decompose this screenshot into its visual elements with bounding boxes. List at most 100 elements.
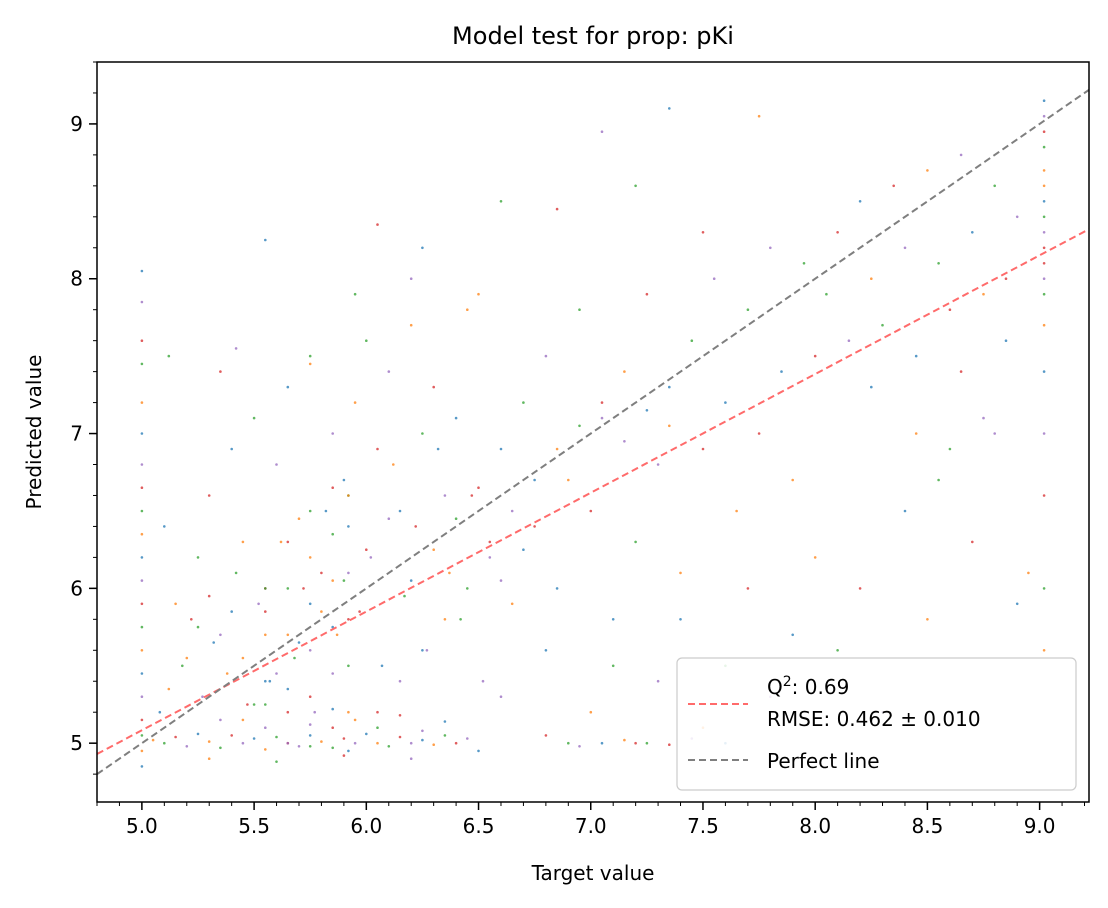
scatter-point (600, 416, 604, 420)
y-tick-label: 8 (70, 267, 83, 291)
scatter-point (1004, 277, 1008, 281)
scatter-point (555, 447, 559, 451)
scatter-point (219, 633, 222, 637)
scatter-point (443, 734, 447, 737)
y-tick-label: 9 (70, 112, 83, 136)
scatter-point (701, 231, 705, 234)
scatter-point (421, 729, 424, 733)
chart-title: Model test for prop: pKi (452, 22, 734, 50)
scatter-point (365, 339, 368, 343)
scatter-point (234, 347, 238, 350)
scatter-point (634, 540, 637, 544)
scatter-point (353, 292, 357, 296)
y-axis-ticks: 5 6 7 8 9 (70, 61, 97, 775)
scatter-point (993, 432, 996, 435)
scatter-point (308, 556, 312, 559)
scatter-point (140, 556, 144, 559)
scatter-point (241, 718, 245, 722)
scatter-point (308, 649, 312, 652)
scatter-point (320, 571, 323, 575)
scatter-point (335, 633, 339, 637)
scatter-point (297, 641, 301, 644)
scatter-point (286, 710, 290, 714)
scatter-point (1042, 262, 1046, 265)
scatter-point (499, 200, 503, 203)
legend-box (676, 657, 1077, 791)
scatter-point (219, 718, 222, 722)
x-tick-label: 5.5 (238, 814, 270, 838)
scatter-point (668, 385, 671, 389)
scatter-point (234, 571, 238, 575)
scatter-point (746, 308, 750, 312)
scatter-point (376, 726, 379, 729)
scatter-point (174, 735, 177, 739)
scatter-point (589, 509, 593, 513)
scatter-point (331, 707, 335, 711)
scatter-point (190, 618, 193, 621)
scatter-point (1042, 184, 1046, 188)
scatter-point (813, 556, 817, 559)
scatter-point (365, 548, 368, 551)
scatter-point (331, 579, 335, 582)
scatter-point (140, 749, 144, 753)
scatter-point (353, 741, 357, 745)
scatter-point (207, 594, 211, 598)
x-tick-label: 7.0 (575, 814, 607, 838)
scatter-point (140, 602, 144, 606)
scatter-point (140, 486, 144, 490)
scatter-point (645, 409, 649, 412)
scatter-point (578, 745, 581, 748)
y-tick-label: 5 (70, 731, 83, 755)
scatter-point (347, 618, 350, 621)
scatter-point (387, 370, 391, 373)
scatter-point (286, 540, 290, 544)
scatter-point (331, 625, 335, 629)
scatter-point (347, 749, 350, 753)
reference-lines (97, 89, 1089, 775)
scatter-point (1042, 323, 1046, 327)
scatter-point (1015, 215, 1019, 219)
scatter-point (140, 362, 144, 366)
scatter-point (813, 354, 817, 358)
scatter-point (140, 509, 144, 513)
scatter-point (163, 741, 166, 745)
scatter-point (275, 760, 278, 763)
scatter-point (380, 664, 384, 668)
scatter-point (207, 494, 211, 497)
scatter-point (712, 277, 716, 281)
scatter-point (510, 602, 514, 606)
scatter-point (140, 579, 144, 582)
scatter-point (297, 517, 301, 520)
scatter-point (488, 540, 492, 544)
scatter-point (567, 741, 570, 745)
plot-frame (96, 61, 1090, 803)
scatter-point (836, 231, 839, 234)
scatter-point (347, 494, 350, 497)
scatter-point (279, 540, 283, 544)
scatter-point (264, 679, 267, 683)
scatter-point (600, 401, 604, 404)
scatter-point (623, 370, 626, 373)
scatter-point (140, 401, 144, 404)
scatter-point (982, 416, 985, 420)
scatter-point (948, 308, 952, 312)
scatter-point (533, 478, 536, 482)
scatter-point (163, 525, 166, 528)
scatter-point (196, 556, 200, 559)
scatter-point (342, 737, 346, 740)
scatter-point (1042, 130, 1046, 133)
scatter-point (1042, 231, 1046, 234)
scatter-point (477, 486, 480, 490)
scatter-point (308, 745, 312, 748)
x-axis-label: Target value (531, 861, 655, 885)
scatter-point (264, 610, 267, 613)
scatter-point (470, 494, 474, 497)
scatter-point (948, 447, 952, 451)
scatter-point (140, 532, 144, 536)
scatter-point (1042, 292, 1046, 296)
scatter-point (376, 223, 379, 226)
scatter-point (982, 292, 985, 296)
scatter-point (926, 169, 929, 172)
scatter-point (432, 548, 436, 551)
scatter-point (421, 738, 424, 742)
